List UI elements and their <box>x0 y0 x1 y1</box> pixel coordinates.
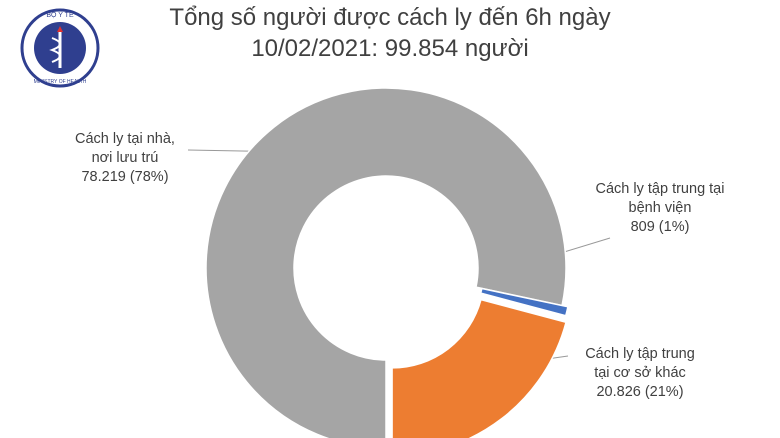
logo-star <box>57 26 63 32</box>
logo: BỘ Y TẾ MINISTRY OF HEALTH <box>20 8 100 88</box>
logo-bottom: MINISTRY OF HEALTH <box>34 79 87 85</box>
slice-label: Cách ly tập trung tại cơ sở khác <box>585 346 695 381</box>
value-label: 78.219 (78%) <box>81 169 169 185</box>
chart-title: Tổng số người được cách ly đến 6h ngày 1… <box>169 4 611 62</box>
value-label: 809 (1%) <box>630 219 690 235</box>
slice <box>391 298 567 438</box>
slice-label: Cách ly tập trung tại bệnh viện <box>595 181 725 216</box>
slice-label: Cách ly tại nhà, nơi lưu trú <box>75 131 175 166</box>
value-label: 20.826 (21%) <box>596 384 684 400</box>
logo-top: BỘ Y TẾ <box>46 9 74 19</box>
logo-snake <box>49 37 61 63</box>
slice <box>479 287 569 317</box>
slice <box>205 87 567 438</box>
